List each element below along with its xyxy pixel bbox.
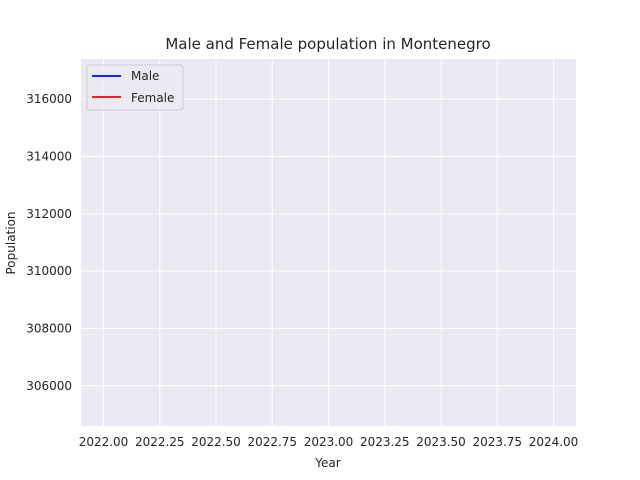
grid-lines: [81, 59, 576, 426]
x-axis-ticks: 2022.00 2022.25 2022.50 2022.75 2023.00 2023.…: [79, 435, 579, 449]
y-tick-label: 308000: [26, 322, 72, 336]
x-tick-label: 2023.25: [360, 435, 410, 449]
y-axis-ticks: 306000 308000 310000 312000 314000 316000: [26, 92, 72, 393]
x-tick-label: 2022.25: [135, 435, 185, 449]
y-tick-label: 310000: [26, 264, 72, 278]
x-tick-label: 2022.00: [79, 435, 129, 449]
x-axis-label: Year: [314, 456, 340, 470]
x-tick-label: 2023.50: [416, 435, 466, 449]
legend-label-female: Female: [131, 91, 174, 105]
legend: Male Female: [86, 64, 184, 111]
y-tick-label: 306000: [26, 379, 72, 393]
x-tick-label: 2023.75: [472, 435, 522, 449]
y-tick-label: 314000: [26, 149, 72, 163]
y-tick-label: 312000: [26, 207, 72, 221]
x-tick-label: 2022.50: [191, 435, 241, 449]
x-tick-label: 2022.75: [247, 435, 297, 449]
x-tick-label: 2024.00: [529, 435, 579, 449]
chart-title: Male and Female population in Montenegro: [165, 35, 490, 53]
y-tick-label: 316000: [26, 92, 72, 106]
x-tick-label: 2023.00: [304, 435, 354, 449]
legend-label-male: Male: [131, 69, 159, 83]
y-axis-label: Population: [4, 211, 18, 274]
